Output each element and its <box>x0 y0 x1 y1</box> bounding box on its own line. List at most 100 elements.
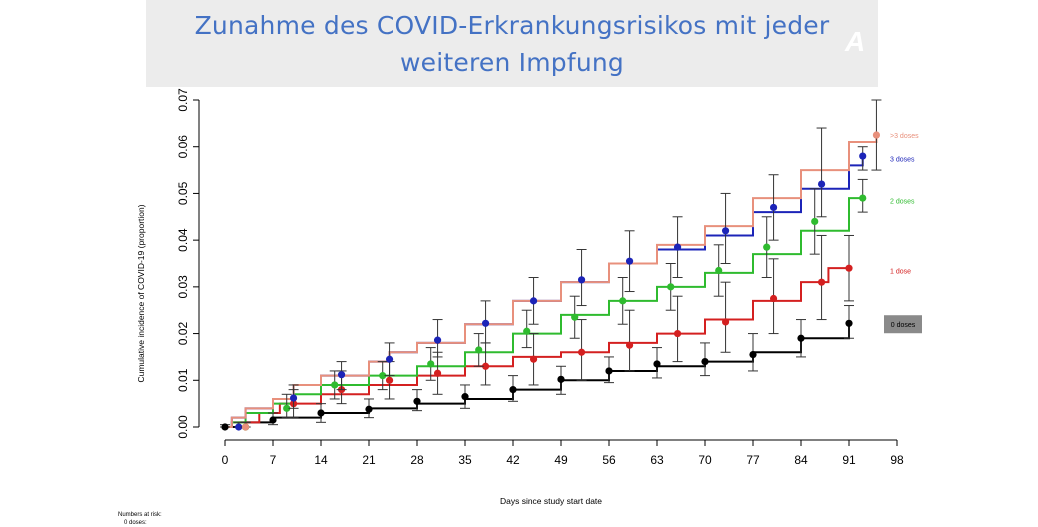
data-point <box>385 355 394 363</box>
data-point <box>241 423 250 431</box>
x-tick-label: 7 <box>270 453 277 467</box>
data-point <box>221 423 229 431</box>
data-point <box>667 283 675 291</box>
series-points-group <box>240 234 854 431</box>
series-step-line <box>225 132 878 428</box>
data-point <box>427 360 435 368</box>
data-point <box>605 367 613 375</box>
series-group <box>225 267 849 428</box>
y-tick-label: 0.06 <box>176 135 190 159</box>
x-tick-label: 70 <box>698 453 712 467</box>
data-point <box>269 416 277 424</box>
series-points-group <box>233 127 868 431</box>
data-point <box>797 334 805 342</box>
x-axis-title: Days since study start date <box>500 496 602 506</box>
data-point <box>433 336 442 344</box>
data-point <box>715 266 723 275</box>
series-label: 3 doses <box>890 156 915 163</box>
data-point <box>817 180 826 188</box>
x-tick-label: 91 <box>842 453 856 467</box>
data-point <box>749 350 757 359</box>
data-point <box>859 152 867 160</box>
chart-series-layer <box>220 99 882 431</box>
data-point <box>872 131 881 139</box>
y-tick-label: 0.02 <box>176 322 190 346</box>
x-tick-label: 14 <box>314 453 328 467</box>
numbers-at-risk-label: Numbers at risk: <box>118 512 162 518</box>
slide-title-line-2: weiteren Impfung <box>399 47 624 77</box>
data-point <box>317 409 325 417</box>
x-tick-label: 56 <box>602 453 616 467</box>
y-tick-label: 0.01 <box>176 368 190 392</box>
data-point <box>365 405 373 413</box>
y-tick-label: 0.00 <box>176 415 190 439</box>
data-point <box>721 318 730 326</box>
data-point <box>481 319 490 327</box>
x-tick-label: 28 <box>410 453 424 467</box>
x-tick-label: 49 <box>554 453 568 467</box>
data-point <box>571 313 579 321</box>
series-step-line <box>225 267 849 428</box>
y-tick-label: 0.07 <box>176 88 190 112</box>
data-point <box>337 371 346 379</box>
x-tick-label: 63 <box>650 453 664 467</box>
series-labels-layer: >3 doses 3 doses 2 doses 1 dose 0 doses <box>884 133 922 334</box>
data-point <box>529 297 538 305</box>
y-tick-label: 0.03 <box>176 275 190 299</box>
data-point <box>859 194 867 202</box>
series-label: >3 doses <box>890 133 919 140</box>
data-point <box>845 264 853 272</box>
slide-title-line-1: Zunahme des COVID-Erkrankungsrisikos mit… <box>194 10 830 40</box>
y-axis-title: Cumulative incidence of COVID-19 (propor… <box>136 204 146 382</box>
data-point <box>845 319 853 327</box>
series-group <box>225 132 878 428</box>
data-point <box>619 297 627 305</box>
data-point <box>475 346 483 354</box>
data-point <box>577 348 586 356</box>
data-point <box>769 203 778 212</box>
data-point <box>433 369 442 377</box>
data-point <box>529 355 538 363</box>
data-point <box>413 397 421 405</box>
data-point <box>673 329 682 338</box>
y-tick-label: 0.05 <box>176 181 190 205</box>
data-point <box>461 393 469 401</box>
data-point <box>289 394 298 402</box>
data-point <box>577 276 586 284</box>
title-banner: Zunahme des COVID-Erkrankungsrisikos mit… <box>146 0 878 87</box>
series-points-group <box>220 305 854 431</box>
x-tick-label: 77 <box>746 453 760 467</box>
data-point <box>625 257 634 265</box>
data-point <box>557 375 565 383</box>
data-point <box>283 404 291 412</box>
series-label: 2 doses <box>890 198 915 205</box>
series-label: 0 doses <box>891 322 916 329</box>
data-point <box>235 423 243 431</box>
y-tick-label: 0.04 <box>176 228 190 252</box>
data-point <box>379 372 387 380</box>
series-points-group <box>240 178 868 431</box>
data-point <box>625 341 634 349</box>
series-label: 1 dose <box>890 269 911 276</box>
x-tick-label: 35 <box>458 453 472 467</box>
data-point <box>673 243 682 251</box>
data-point <box>385 376 394 384</box>
zero-doses-risk-label: 0 doses: <box>124 520 147 526</box>
data-point <box>721 227 730 235</box>
data-point <box>701 358 709 366</box>
data-point <box>763 243 771 251</box>
x-tick-label: 84 <box>794 453 808 467</box>
data-point <box>331 381 339 389</box>
chart-axes: 0 7 14 21 28 35 42 49 56 63 70 77 84 91 98 0.00 0.01 0.02… <box>136 88 904 506</box>
x-tick-label: 21 <box>362 453 376 467</box>
watermark-logo: A <box>845 26 866 57</box>
data-point <box>509 386 517 394</box>
x-tick-label: 0 <box>222 453 229 467</box>
series-points-group <box>240 99 882 431</box>
data-point <box>653 360 661 368</box>
data-point <box>817 278 826 286</box>
x-tick-label: 98 <box>890 453 904 467</box>
x-tick-label: 42 <box>506 453 520 467</box>
series-label-background <box>884 315 922 334</box>
